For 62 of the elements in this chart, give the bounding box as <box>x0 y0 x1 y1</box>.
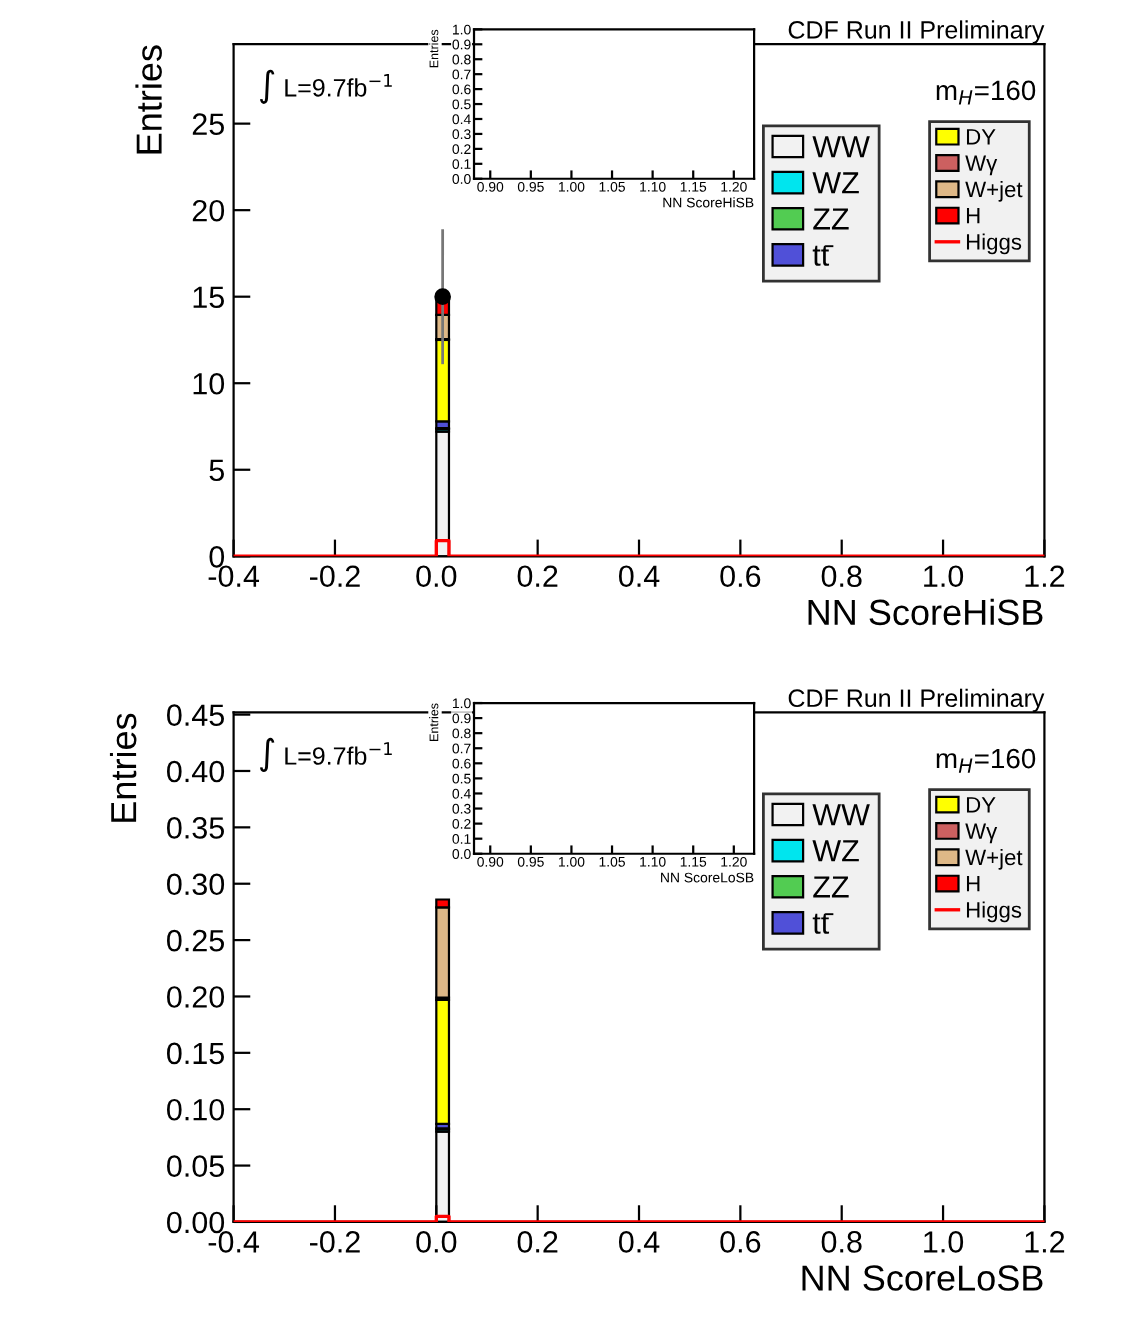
chart-title: CDF Run II Preliminary <box>788 688 1045 712</box>
x-tick-label: 0.4 <box>618 565 660 588</box>
x-tick-label: 1.2 <box>1025 565 1065 587</box>
y-axis-title: Entries <box>135 45 162 154</box>
legend-label: WZ <box>812 840 859 862</box>
legend-label: WW <box>812 136 870 158</box>
x-tick-label: 0.8 <box>821 565 862 588</box>
x-axis-title: NN ScoreHiSB <box>808 598 1043 626</box>
legend-label: Higgs <box>966 901 1022 923</box>
x-tick-label: -0.4 <box>208 565 260 588</box>
y-tick-label: 0.25 <box>167 929 224 952</box>
y-tick-label: 15 <box>193 286 224 309</box>
x-tick-label: 0.0 <box>416 1231 457 1253</box>
x-tick-label: 0.4 <box>618 1231 660 1253</box>
chart-title: CDF Run II Preliminary <box>788 20 1045 44</box>
x-tick-label: -0.2 <box>309 1231 360 1253</box>
y-tick-label: 10 <box>193 372 225 395</box>
legend-label: WW <box>812 804 870 826</box>
y-tick-label: 0.40 <box>167 760 225 783</box>
y-tick-label: 0.05 <box>167 1155 224 1177</box>
annotation: ∫ L=9.7fb$^{−1}$ <box>259 737 392 773</box>
legend-label: ZZ <box>813 208 849 230</box>
y-tick-label: 0.35 <box>167 817 224 839</box>
legend-label: W+jet <box>965 848 1023 870</box>
legend-label: H <box>966 208 980 224</box>
y-tick-label: 0.45 <box>167 704 224 726</box>
x-tick-label: 0.6 <box>720 565 761 588</box>
y-tick-label: 0.10 <box>167 1098 225 1121</box>
y-tick-label: 0.20 <box>167 986 225 1008</box>
y-tick-label: 0.30 <box>167 873 225 896</box>
legend-label: tt̄ <box>812 913 834 934</box>
legend-label: ZZ <box>813 876 849 898</box>
x-tick-label: 1.0 <box>924 565 964 588</box>
y-tick-label: 5 <box>209 459 224 482</box>
y-axis-title: Entries <box>109 713 137 822</box>
legend-label: DY <box>966 797 996 813</box>
y-tick-label: 0 <box>209 546 225 568</box>
x-tick-label: -0.4 <box>208 1231 260 1253</box>
x-tick-label: 1.2 <box>1025 1231 1065 1253</box>
x-tick-label: 0.8 <box>821 1231 862 1253</box>
legend-label: H <box>966 876 980 892</box>
legend-label: DY <box>966 129 996 145</box>
x-axis-title: NN ScoreLoSB <box>802 1265 1043 1291</box>
legend-label: Higgs <box>966 233 1022 255</box>
y-tick-label: 20 <box>192 199 225 222</box>
x-tick-label: -0.2 <box>309 565 360 588</box>
y-tick-label: 0.15 <box>167 1042 224 1065</box>
x-tick-label: 0.2 <box>517 565 558 588</box>
x-tick-label: 1.0 <box>924 1231 964 1253</box>
legend-label: W+jet <box>965 180 1023 202</box>
annotation: m$_{H}$=160 <box>936 80 1036 105</box>
legend-label: tt̄ <box>812 245 834 266</box>
x-tick-label: 0.6 <box>720 1231 761 1253</box>
x-tick-label: 0.2 <box>517 1231 558 1253</box>
y-tick-label: 0.00 <box>167 1211 225 1234</box>
legend-label: WZ <box>812 172 859 194</box>
legend-label: Wγ <box>965 155 998 176</box>
legend-label: Wγ <box>965 823 998 844</box>
x-tick-label: 0.0 <box>416 565 457 588</box>
annotation: m$_{H}$=160 <box>936 748 1036 773</box>
y-tick-label: 25 <box>192 113 224 135</box>
annotation: ∫ L=9.7fb$^{−1}$ <box>259 69 392 104</box>
